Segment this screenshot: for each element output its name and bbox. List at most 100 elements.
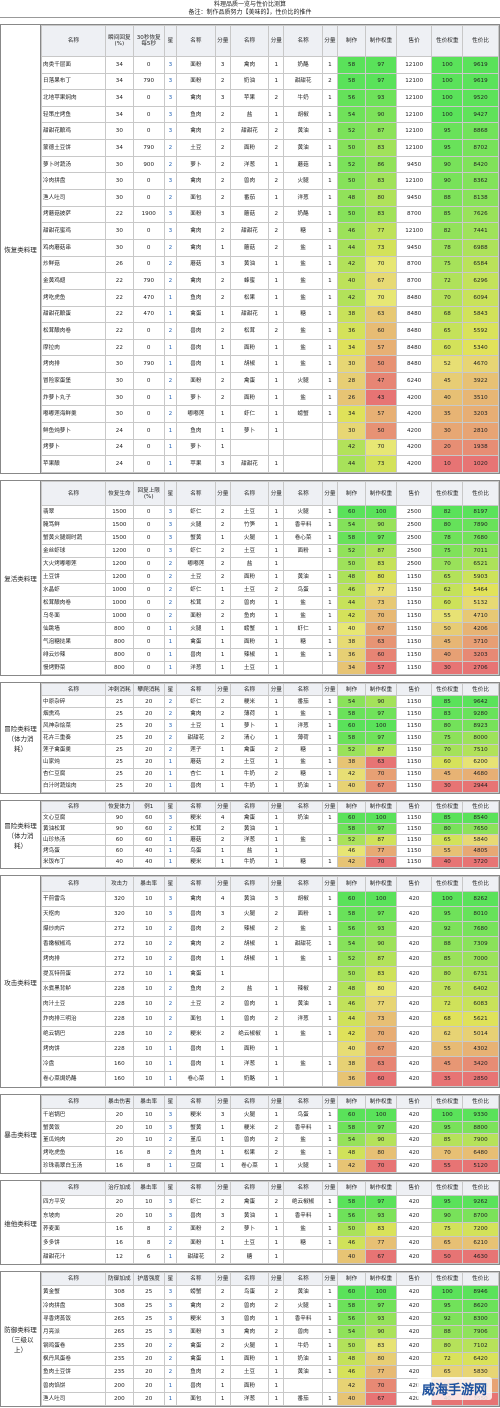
cell [229, 438, 270, 457]
item-name: 花卉三重奏 [41, 731, 106, 745]
cell: 93 [365, 89, 397, 107]
cell: 面粉 [229, 139, 270, 157]
cell: 77 [365, 1365, 397, 1380]
cell: 香辛料 [283, 1208, 323, 1223]
cell: 鸟蛋 [283, 1107, 323, 1122]
column-header: 名称 [176, 480, 216, 507]
column-header: 星 [163, 1095, 178, 1109]
cell: 1 [321, 189, 339, 207]
cell: 65 [431, 570, 464, 585]
cell: 9450 [395, 238, 433, 257]
cell: 辣椒 [229, 647, 270, 662]
cell: 盐 [283, 255, 323, 274]
cell: 0 [132, 596, 165, 610]
cell: 420 [395, 1338, 433, 1353]
cell: 盐 [283, 238, 323, 257]
cell: 兽肉 [176, 921, 216, 937]
cell: 粳米 [229, 1120, 270, 1135]
cell: 甜甜花 [176, 1249, 216, 1264]
column-header: 名称 [41, 876, 106, 892]
cell: 2 [214, 731, 231, 745]
cell: 308 [104, 1285, 134, 1300]
cell: 禽肉 [176, 238, 216, 257]
cell: 56 [337, 1311, 367, 1327]
cell: 34 [104, 89, 134, 107]
cell: 97 [365, 72, 397, 91]
cell: 72 [431, 1351, 464, 1367]
cell: 0 [132, 505, 165, 520]
cell: 兽肉 [229, 1311, 270, 1327]
cell: 7680 [462, 921, 499, 937]
row: 鲜鱼炖萝卜 24 0 1 鱼肉 1 萝卜 1 30 50 4200 30 2810 [41, 422, 499, 440]
cell: 2 [163, 322, 178, 340]
cell: 265 [104, 1325, 134, 1340]
item-name: 荞麦面 [41, 1221, 106, 1237]
cell: 0 [132, 189, 165, 207]
cell: 8420 [462, 155, 499, 174]
cell: 7309 [462, 936, 499, 952]
cell: 75 [431, 1221, 464, 1237]
cell: 48 [337, 981, 367, 997]
cell: 虾仁 [283, 621, 323, 636]
row: 冷盘 160 10 1 兽肉 1 洋葱 1 盐 1 38 63 420 45 3420 [41, 1056, 499, 1072]
column-header: 恢复体力 [104, 801, 134, 813]
row: 枫丹风蛋卷 235 20 2 禽蛋 1 面粉 1 奶油 1 48 80 420 72 6420 [41, 1351, 499, 1367]
cell: 0 [132, 518, 165, 533]
cell: 30 [337, 355, 367, 374]
column-header: 分量 [214, 480, 231, 507]
column-header: 售价 [395, 1271, 433, 1287]
cell: 2 [214, 557, 231, 572]
cell: 78 [431, 238, 464, 257]
cell: 45 [431, 767, 464, 781]
cell: 虾仁 [176, 505, 216, 520]
cell: 8700 [395, 272, 433, 290]
cell: 7011 [462, 544, 499, 559]
column-header: 制作权重 [365, 682, 397, 697]
cell: 1 [268, 695, 285, 709]
column-header: 名称 [176, 25, 216, 57]
cell: 2500 [395, 518, 433, 533]
cell: 420 [395, 1298, 433, 1313]
cell: 20 [132, 1378, 165, 1393]
cell: 0 [132, 172, 165, 191]
cell: 1 [268, 405, 285, 423]
cell: 420 [395, 1325, 433, 1340]
cell: 2 [268, 205, 285, 224]
cell: 1 [163, 845, 178, 857]
cell: 30 [104, 172, 134, 191]
cell: 1 [268, 856, 285, 868]
column-header: 名称 [176, 876, 216, 892]
cell: 58 [337, 731, 367, 745]
cell: 火腿 [283, 172, 323, 191]
cell: 7200 [462, 1221, 499, 1237]
cell: 28 [337, 372, 367, 390]
cell: 83 [365, 1338, 397, 1353]
cell: 1 [214, 1071, 231, 1087]
cell: 22 [104, 272, 134, 290]
cell: 盐 [283, 647, 323, 662]
cell: 3 [163, 1107, 178, 1122]
cell: 0 [132, 531, 165, 546]
cell: 1 [214, 338, 231, 357]
cell: 甜甜花 [229, 222, 270, 240]
column-header: 分量 [321, 1181, 339, 1196]
cell: 7441 [462, 222, 499, 240]
section: 维他类料理 名称 治疗加成 暴击率星名称 分量 名称 分量 名称 分量 制作 制作权重 售价 性价权重性… [0, 1180, 500, 1265]
cell: 松茸 [229, 322, 270, 340]
cell: 2 [163, 921, 178, 937]
cell: 72 [431, 272, 464, 290]
cell: 58 [337, 707, 367, 721]
cell: 60 [104, 834, 134, 846]
column-header: 分量 [268, 876, 285, 892]
cell: 5120 [462, 1159, 499, 1173]
cell: 香辛料 [283, 1311, 323, 1327]
cell: 蘑菇 [283, 155, 323, 174]
cell: 3 [163, 1194, 178, 1210]
cell: 8620 [462, 1298, 499, 1313]
row: 中原杂碎 25 20 2 虾仁 2 粳米 1 番茄 1 54 90 1150 85 9642 [41, 695, 499, 709]
item-name: 冒险家蛋堡 [41, 372, 106, 390]
row: 蟹黄饭 20 10 3 蟹黄 1 粳米 2 香辛料 1 58 97 420 95 8800 [41, 1120, 499, 1135]
cell: 2 [214, 544, 231, 559]
cell: 20 [132, 767, 165, 781]
cell: 蟹黄 [176, 531, 216, 546]
